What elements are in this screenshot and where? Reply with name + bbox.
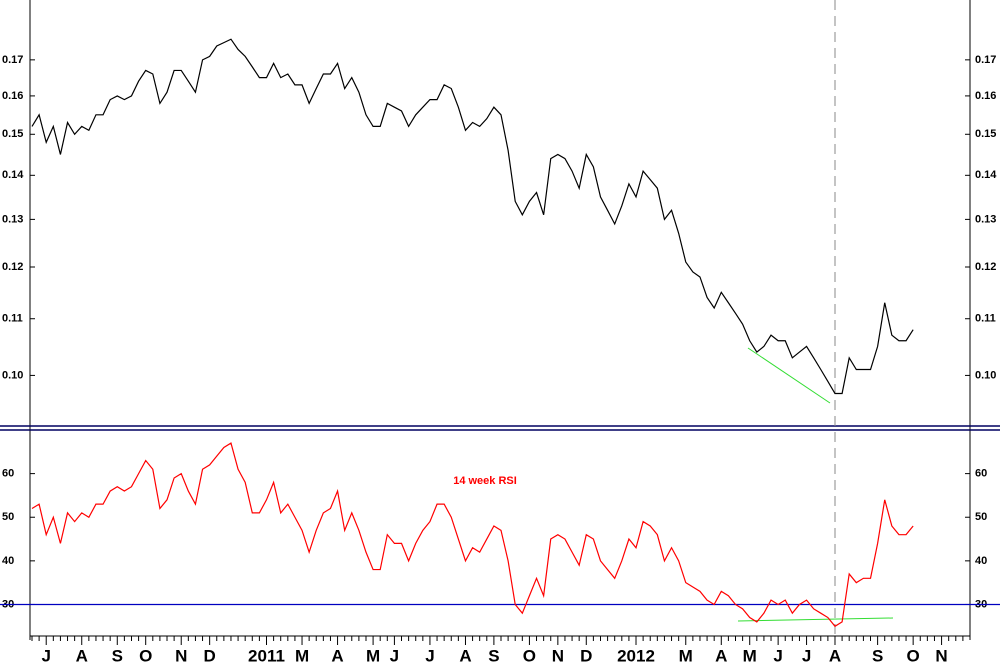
y-tick-label: 0.12 [975,261,996,273]
x-tick-label: M [295,646,309,665]
data-line [31,442,914,628]
x-tick-label: J [425,646,434,665]
y-tick-label: 0.16 [975,90,996,102]
x-tick-label: 2012 [617,646,655,665]
x-tick-label: N [552,646,564,665]
x-tick-label: M [743,646,757,665]
x-tick-label: J [390,646,399,665]
x-tick-label: A [829,646,841,665]
y-tick-label: 0.15 [975,128,996,140]
x-tick-label: J [802,646,811,665]
y-tick-label: 0.17 [2,54,23,66]
y-tick-label: 0.14 [975,169,997,181]
x-tick-label: D [580,646,592,665]
y-tick-label: 50 [975,511,987,523]
x-tick-label: A [76,646,88,665]
y-tick-label: 0.17 [975,54,996,66]
y-tick-label: 0.11 [975,313,996,325]
x-tick-label: O [907,646,920,665]
x-tick-label: A [715,646,727,665]
y-tick-label: 0.10 [975,369,996,381]
y-tick-label: 40 [975,555,987,567]
x-tick-label: S [488,646,499,665]
y-tick-label: 60 [975,468,987,480]
trend-line [747,347,831,404]
x-tick-label: A [459,646,471,665]
trend-line [737,617,894,622]
x-tick-label: 2011 [248,646,285,665]
y-tick-label: 50 [2,511,14,523]
y-tick-label: 0.12 [2,261,23,273]
x-tick-label: A [331,646,343,665]
x-tick-label: J [773,646,782,665]
y-tick-label: 0.10 [2,369,23,381]
y-tick-label: 0.11 [2,313,23,325]
x-tick-label: M [679,646,693,665]
annotation: 14 week RSI [453,475,517,487]
x-tick-label: O [523,646,536,665]
y-tick-label: 40 [2,555,14,567]
data-line [31,38,914,395]
x-tick-label: S [872,646,883,665]
x-tick-label: S [112,646,123,665]
y-tick-label: 0.15 [2,128,23,140]
x-tick-label: O [139,646,152,665]
x-tick-label: D [204,646,216,665]
x-tick-label: M [366,646,380,665]
x-tick-label: N [935,646,947,665]
x-tick-label: N [175,646,187,665]
y-tick-label: 0.14 [2,169,24,181]
x-tick-label: J [41,646,50,665]
y-tick-label: 0.16 [2,90,23,102]
y-tick-label: 0.13 [2,213,23,225]
y-tick-label: 0.13 [975,213,996,225]
y-tick-label: 60 [2,468,14,480]
